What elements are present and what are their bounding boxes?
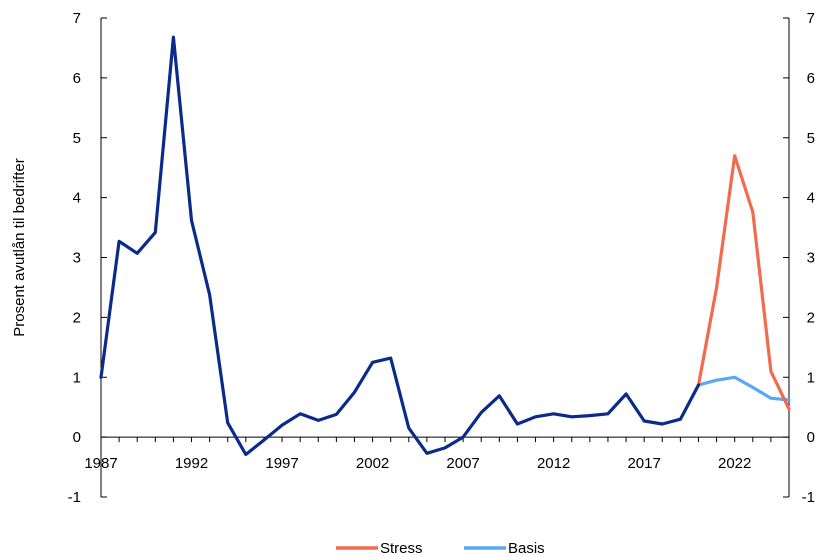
series-line-stress	[696, 154, 791, 411]
x-tick-label: 2017	[627, 455, 660, 472]
x-tick-label: 1997	[265, 455, 298, 472]
series-group	[99, 35, 791, 457]
y-tick-label-right: 5	[807, 130, 815, 147]
y-tick-label-left: 6	[73, 70, 81, 87]
y-tick-label-left: 7	[73, 10, 81, 27]
x-tick-label: 1992	[175, 455, 208, 472]
y-tick-label-right: 1	[807, 369, 815, 386]
x-tick-label: 2012	[537, 455, 570, 472]
y-tick-label-right: -1	[802, 489, 815, 506]
y-tick-label-right: 0	[807, 429, 815, 446]
series-line-basis	[696, 375, 791, 402]
legend-label-basis: Basis	[508, 540, 545, 557]
axes: -1 -1 0 0 1 1 2 2 3 3 4 4 5 5 6 6 7 7 1987 1992 1997 2002 2007…	[11, 10, 815, 506]
y-tick-label-right: 4	[807, 190, 815, 207]
y-tick-label-left: 2	[73, 309, 81, 326]
y-tick-label-left: -1	[68, 489, 81, 506]
y-tick-label-left: 3	[73, 250, 81, 267]
y-tick-label-right: 3	[807, 250, 815, 267]
x-tick-label: 1987	[84, 455, 117, 472]
y-tick-label-right: 7	[807, 10, 815, 27]
x-tick-label: 2002	[356, 455, 389, 472]
y-tick-label-left: 1	[73, 369, 81, 386]
x-tick-label: 2022	[718, 455, 751, 472]
y-tick-label-left: 0	[73, 429, 81, 446]
y-tick-label-left: 5	[73, 130, 81, 147]
legend: Stress Basis	[336, 540, 545, 557]
series-line-historical	[99, 35, 701, 457]
y-axis-title: Prosent avutlån til bedrifter	[11, 158, 28, 336]
legend-label-stress: Stress	[380, 540, 423, 557]
x-tick-label: 2007	[446, 455, 479, 472]
y-tick-label-left: 4	[73, 190, 81, 207]
y-tick-label-right: 6	[807, 70, 815, 87]
y-tick-label-right: 2	[807, 309, 815, 326]
